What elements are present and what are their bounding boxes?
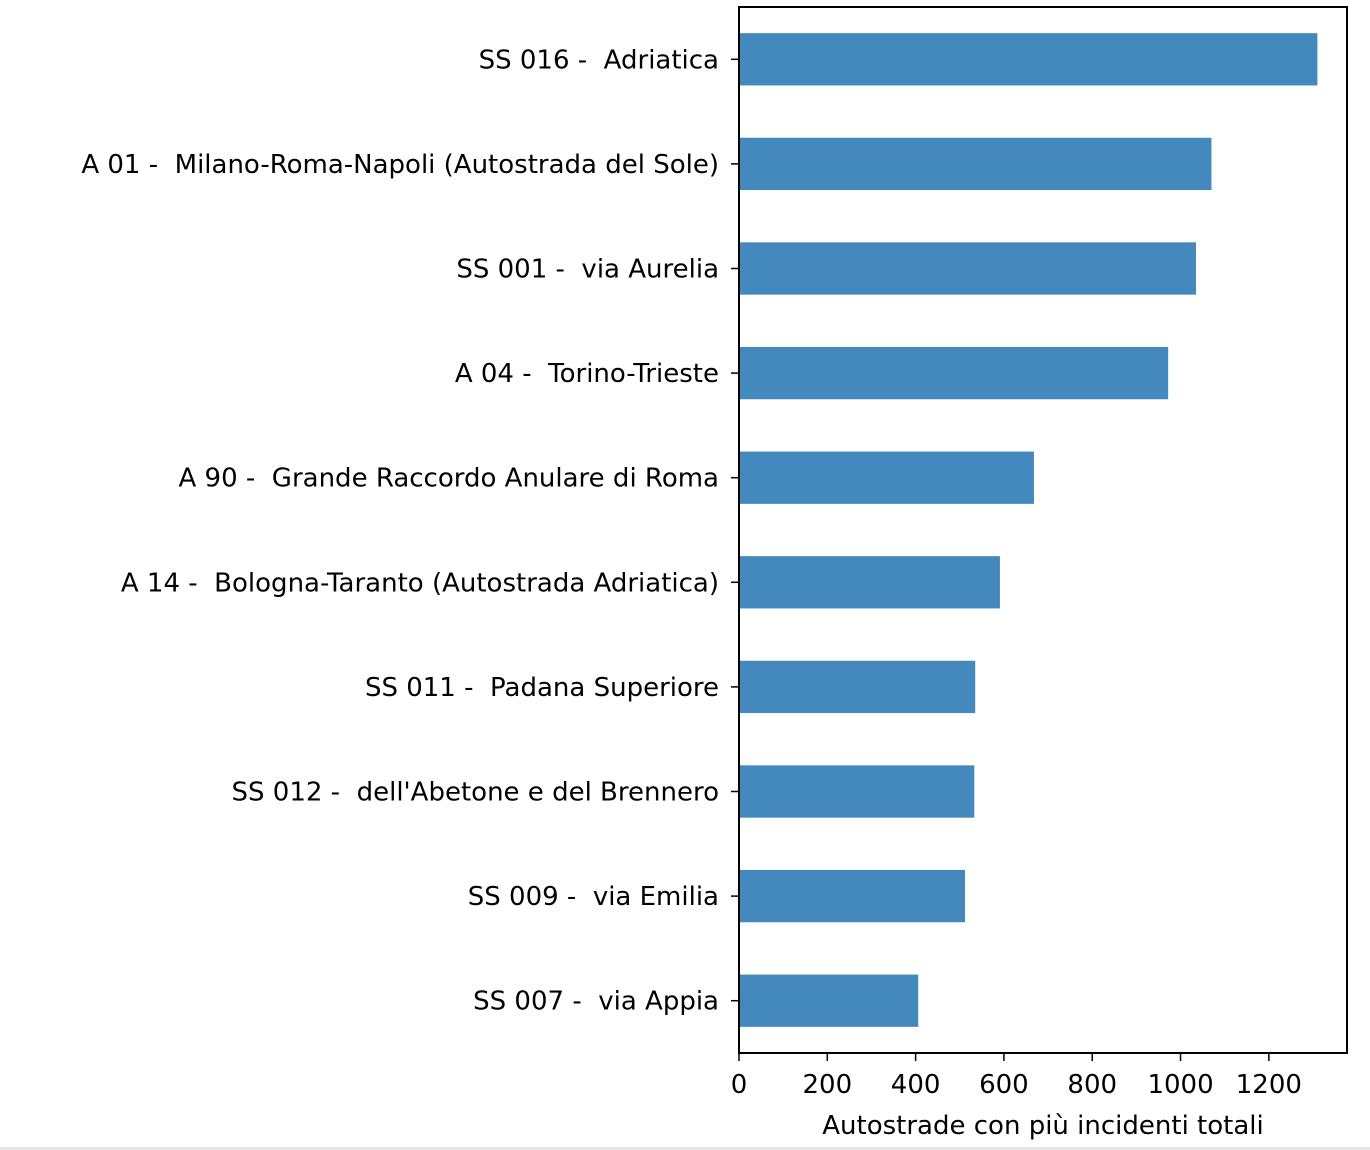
x-tick-label: 0	[731, 1070, 748, 1100]
category-label: SS 011 - Padana Superiore	[365, 673, 719, 703]
bars-group	[739, 33, 1318, 1027]
bar	[739, 346, 1169, 400]
category-label: A 90 - Grande Raccordo Anulare di Roma	[179, 464, 720, 494]
x-tick-label: 200	[802, 1070, 852, 1100]
bar	[739, 660, 976, 714]
category-label: A 14 - Bologna-Taranto (Autostrada Adria…	[121, 568, 719, 598]
category-label: A 01 - Milano-Roma-Napoli (Autostrada de…	[81, 150, 719, 180]
bar	[739, 451, 1034, 504]
plot-frame	[738, 6, 1348, 1054]
bottom-edge	[0, 1147, 1370, 1150]
bar	[739, 137, 1212, 191]
bar	[739, 556, 1000, 609]
x-tick-label: 1200	[1236, 1070, 1302, 1100]
category-label: SS 001 - via Aurelia	[456, 255, 719, 285]
category-label: SS 016 - Adriatica	[479, 45, 719, 75]
category-label: SS 009 - via Emilia	[468, 882, 719, 912]
category-label: A 04 - Torino-Trieste	[455, 359, 719, 389]
x-tick-label: 1000	[1147, 1070, 1213, 1100]
category-label: SS 007 - via Appia	[473, 987, 719, 1017]
x-tick-label: 600	[979, 1070, 1029, 1100]
bar	[739, 33, 1318, 86]
x-tick-label: 800	[1067, 1070, 1117, 1100]
x-ticks: 0 200 400 600 800 1000 1200	[731, 1053, 1302, 1100]
bar	[739, 765, 975, 818]
category-labels: SS 016 - Adriatica A 01 - Milano-Roma-Nap…	[81, 45, 739, 1017]
category-label: SS 012 - dell'Abetone e del Brennero	[232, 778, 719, 808]
bar	[739, 242, 1196, 295]
x-axis-label: Autostrade con più incidenti totali	[822, 1111, 1263, 1141]
x-tick-label: 400	[891, 1070, 941, 1100]
bar	[739, 974, 919, 1027]
bar	[739, 869, 966, 923]
